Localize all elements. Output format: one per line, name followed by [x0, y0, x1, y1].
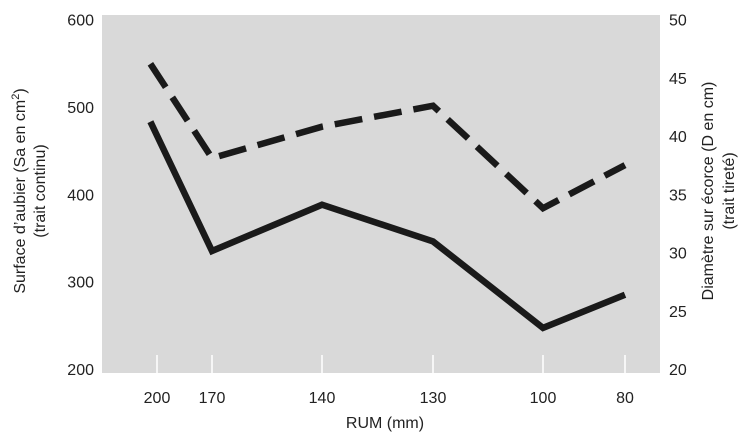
series-line-solid: [147, 120, 627, 332]
left-y-axis-title: Surface d’aubier (Sa en cm2) (trait cont…: [10, 88, 49, 293]
right-y-axis-subtitle: (trait tireté): [721, 152, 738, 229]
left-y-axis-title-text: Surface d’aubier (Sa en cm: [12, 100, 29, 294]
right-y-tick-label: 35: [669, 187, 687, 204]
right-y-tick-label: 45: [669, 71, 687, 88]
left-y-tick-label: 300: [67, 275, 94, 292]
x-tick-label: 140: [309, 390, 336, 407]
right-y-tick-label: 50: [669, 13, 687, 30]
left-y-axis-title-superscript: 2: [10, 94, 22, 100]
x-axis-ticks: [156, 355, 626, 373]
right-y-axis-title-text: Diamètre sur écorce (D en cm): [700, 82, 717, 301]
right-y-tick-label: 30: [669, 246, 687, 263]
x-tick-label: 100: [530, 390, 557, 407]
plot-area: [102, 15, 660, 373]
left-y-tick-label: 200: [67, 362, 94, 379]
left-y-axis-title-close: ): [12, 88, 29, 93]
svg-text:(trait continu): (trait continu): [32, 144, 49, 237]
series-line-dashed: [147, 62, 627, 213]
x-axis-tick-labels: 200 170 140 130 100 80: [144, 390, 634, 407]
left-y-tick-label: 600: [67, 13, 94, 30]
x-tick-label: 130: [420, 390, 447, 407]
right-y-tick-label: 40: [669, 129, 687, 146]
right-y-tick-label: 25: [669, 304, 687, 321]
right-y-tick-label: 20: [669, 362, 687, 379]
svg-text:(trait tireté): (trait tireté): [721, 152, 738, 229]
x-axis-title: RUM (mm): [346, 415, 424, 432]
right-y-axis-tick-labels: 20 25 30 35 40 45 50: [669, 13, 687, 380]
left-y-tick-label: 500: [67, 100, 94, 117]
x-tick-label: 170: [199, 390, 226, 407]
left-y-axis-tick-labels: 200 300 400 500 600: [67, 13, 94, 380]
svg-text:Diamètre sur écorce (D en cm): Diamètre sur écorce (D en cm): [700, 82, 717, 301]
x-tick-label: 200: [144, 390, 171, 407]
left-y-axis-subtitle: (trait continu): [32, 144, 49, 237]
series-lines: [147, 62, 627, 332]
left-y-tick-label: 400: [67, 187, 94, 204]
x-tick-label: 80: [616, 390, 634, 407]
right-y-axis-title: Diamètre sur écorce (D en cm) (trait tir…: [700, 82, 738, 301]
svg-text:Surface d’aubier (Sa en cm2): Surface d’aubier (Sa en cm2): [10, 88, 29, 293]
